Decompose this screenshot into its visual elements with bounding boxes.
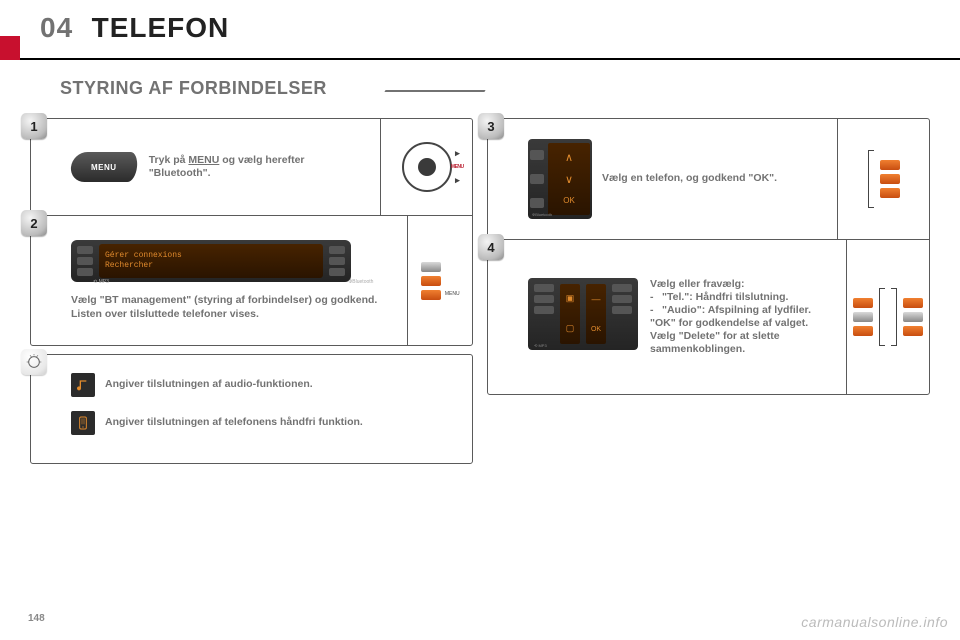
step-2-main: Gérer connexions Rechercher ⟲ MP3 ΦBluet… xyxy=(31,216,407,345)
step-badge-4: 4 xyxy=(478,234,504,260)
section-heading: STYRING AF FORBINDELSER xyxy=(60,78,960,108)
step-2-side: MENU xyxy=(407,216,472,345)
steps-panel-right: 3 ∧ ∨ OK ΦBluetooth xyxy=(487,118,930,395)
radio-display: Gérer connexions Rechercher xyxy=(71,240,351,282)
radio-display-widget: Gérer connexions Rechercher ⟲ MP3 ΦBluet… xyxy=(71,240,395,288)
step-3-side-cluster xyxy=(868,150,900,208)
chapter-number: 04 xyxy=(40,12,73,44)
radio-footer: ⟲ MP3 ΦBluetooth xyxy=(71,279,395,285)
nav-pad-widget: ∧ ∨ OK ΦBluetooth xyxy=(528,139,592,219)
step-4-bullet-1: "Tel.": Håndfri tilslutning. xyxy=(650,291,834,304)
step-3-content: ∧ ∨ OK ΦBluetooth Vælg en telefon, og go… xyxy=(528,139,825,219)
selector-widget: ▣ ▢ — OK xyxy=(528,278,638,350)
step-4-delete-line: Vælg "Delete" for at slette sammenkoblin… xyxy=(650,330,834,356)
step-4-side-cluster xyxy=(853,288,923,346)
content-columns: 1 MENU Tryk på MENU og vælg herefter "Bl… xyxy=(0,118,960,464)
rotary-label: MENU xyxy=(451,164,464,170)
step-2: 2 Gérer connexions Rechercher xyxy=(31,215,472,345)
step-3-main: ∧ ∨ OK ΦBluetooth Vælg en telefon, og go… xyxy=(488,119,837,239)
step-badge-1: 1 xyxy=(21,113,47,139)
manual-page: 04 TELEFON STYRING AF FORBINDELSER 1 MEN… xyxy=(0,0,960,640)
step-1-main: MENU Tryk på MENU og vælg herefter "Blue… xyxy=(31,119,380,215)
selector-screen-right: — OK xyxy=(586,284,606,344)
nav-pad-screen: ∧ ∨ OK xyxy=(548,143,590,215)
step-4-main: ▣ ▢ — OK xyxy=(488,240,846,394)
rd-right-buttons xyxy=(329,246,345,276)
section-divider xyxy=(384,90,485,92)
step-4-text: Vælg eller fravælg: "Tel.": Håndfri tils… xyxy=(650,278,834,357)
selector-screen-left: ▣ ▢ xyxy=(560,284,580,344)
music-note-icon xyxy=(71,373,95,397)
nav-pad-foot: ΦBluetooth xyxy=(532,212,552,217)
mobile-phone-icon xyxy=(71,411,95,435)
tip-phone-text: Angiver tilslutningen af telefonens hånd… xyxy=(105,416,363,429)
right-column: 3 ∧ ∨ OK ΦBluetooth xyxy=(487,118,930,464)
tip-panel: Angiver tilslutningen af audio-funktione… xyxy=(30,354,473,464)
page-number: 148 xyxy=(28,613,45,624)
step-1: 1 MENU Tryk på MENU og vælg herefter "Bl… xyxy=(31,119,472,215)
step-1-text: Tryk på MENU og vælg herefter "Bluetooth… xyxy=(149,154,369,180)
lightbulb-icon xyxy=(26,354,42,370)
rotary-dial-icon: ▸ ▸ MENU xyxy=(398,138,456,196)
tip-badge-icon xyxy=(21,349,47,375)
step-4-heading: Vælg eller fravælg: xyxy=(650,278,834,291)
page-header: 04 TELEFON xyxy=(0,0,960,60)
rd-left-buttons xyxy=(77,246,93,276)
step-1-side: ▸ ▸ MENU xyxy=(380,119,472,215)
step-badge-2: 2 xyxy=(21,210,47,236)
screen-line-1: Gérer connexions xyxy=(105,251,317,261)
tip-audio-text: Angiver tilslutningen af audio-funktione… xyxy=(105,378,313,391)
nav-down-glyph: ∨ xyxy=(565,175,573,186)
steps-panel-left: 1 MENU Tryk på MENU og vælg herefter "Bl… xyxy=(30,118,473,346)
tip-audio: Angiver tilslutningen af audio-funktione… xyxy=(71,373,458,397)
step-3-text: Vælg en telefon, og godkend "OK". xyxy=(602,172,777,185)
step-4-ok-line: "OK" for godkendelse af valget. xyxy=(650,317,834,330)
step-1-content: MENU Tryk på MENU og vælg herefter "Blue… xyxy=(71,152,368,182)
radio-screen: Gérer connexions Rechercher xyxy=(99,244,323,278)
step-3-side xyxy=(837,119,929,239)
step-4: 4 ▣ ▢ xyxy=(488,239,929,394)
step-2-text: Vælg "BT management" (styring af forbind… xyxy=(71,294,395,320)
step-3: 3 ∧ ∨ OK ΦBluetooth xyxy=(488,119,929,239)
menu-button-icon: MENU xyxy=(69,152,138,182)
side-button-stack: MENU xyxy=(421,262,460,300)
watermark: carmanualsonline.info xyxy=(801,614,948,630)
step-badge-3: 3 xyxy=(478,113,504,139)
menu-button-label: MENU xyxy=(91,163,117,172)
chapter-title: TELEFON xyxy=(92,12,230,44)
nav-up-glyph: ∧ xyxy=(565,153,573,164)
step-4-side xyxy=(846,240,929,394)
left-column: 1 MENU Tryk på MENU og vælg herefter "Bl… xyxy=(30,118,473,464)
screen-line-2: Rechercher xyxy=(105,261,317,271)
step-4-bullet-2: "Audio": Afspilning af lydfiler. xyxy=(650,304,834,317)
section-title: STYRING AF FORBINDELSER xyxy=(60,78,347,99)
side-red-tab xyxy=(0,36,20,60)
nav-ok-glyph: OK xyxy=(563,197,575,205)
tip-phone: Angiver tilslutningen af telefonens hånd… xyxy=(71,411,458,435)
